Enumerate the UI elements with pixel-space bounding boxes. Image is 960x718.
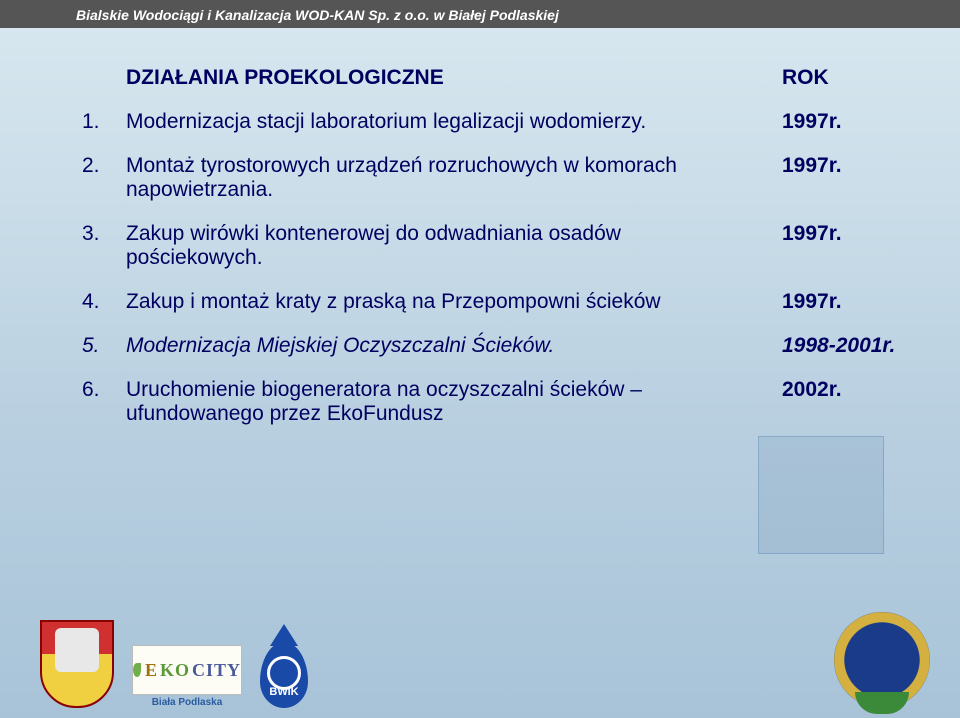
ekocity-logo-block: EKOCITY Biała Podlaska bbox=[132, 645, 242, 708]
table-header-row: DZIAŁANIA PROEKOLOGICZNE ROK bbox=[70, 56, 910, 100]
table-row: 5. Modernizacja Miejskiej Oczyszczalni Ś… bbox=[70, 324, 910, 368]
cell-num: 6. bbox=[70, 368, 114, 436]
footer-left: EKOCITY Biała Podlaska BWiK bbox=[40, 620, 308, 708]
ekocity-subtitle: Biała Podlaska bbox=[152, 697, 223, 708]
cell-year: 1997r. bbox=[770, 144, 910, 212]
header-text: Bialskie Wodociągi i Kanalizacja WOD-KAN… bbox=[76, 7, 559, 23]
coat-of-arms-icon bbox=[40, 620, 114, 708]
drop-ring-icon bbox=[267, 656, 301, 690]
cell-desc: Uruchomienie biogeneratora na oczyszczal… bbox=[114, 368, 770, 436]
content-area: DZIAŁANIA PROEKOLOGICZNE ROK 1. Moderniz… bbox=[70, 56, 910, 598]
cell-num: 2. bbox=[70, 144, 114, 212]
drop-text: BWiK bbox=[269, 686, 298, 698]
table-row: 2. Montaż tyrostorowych urządzeń rozruch… bbox=[70, 144, 910, 212]
col-desc-header: DZIAŁANIA PROEKOLOGICZNE bbox=[114, 56, 770, 100]
ekocity-letter: CITY bbox=[192, 660, 241, 681]
col-year-header: ROK bbox=[770, 56, 910, 100]
ekocity-letter: E bbox=[145, 660, 158, 681]
cert-leaves-icon bbox=[855, 692, 909, 714]
cell-desc: Modernizacja stacji laboratorium legaliz… bbox=[114, 100, 770, 144]
cell-num: 5. bbox=[70, 324, 114, 368]
actions-table: DZIAŁANIA PROEKOLOGICZNE ROK 1. Moderniz… bbox=[70, 56, 910, 436]
cell-desc: Zakup i montaż kraty z praską na Przepom… bbox=[114, 280, 770, 324]
cell-year: 1997r. bbox=[770, 100, 910, 144]
water-drop-icon: BWiK bbox=[260, 642, 308, 708]
table-row: 6. Uruchomienie biogeneratora na oczyszc… bbox=[70, 368, 910, 436]
col-num-header bbox=[70, 56, 114, 100]
certificate-badge-icon bbox=[834, 612, 930, 708]
cell-desc: Zakup wirówki kontenerowej do odwadniani… bbox=[114, 212, 770, 280]
cell-year: 1997r. bbox=[770, 212, 910, 280]
cell-num: 3. bbox=[70, 212, 114, 280]
ekocity-logo-icon: EKOCITY bbox=[132, 645, 242, 695]
cell-year: 1997r. bbox=[770, 280, 910, 324]
leaf-icon bbox=[133, 663, 141, 677]
cell-desc: Montaż tyrostorowych urządzeń rozruchowy… bbox=[114, 144, 770, 212]
highlight-overlay bbox=[758, 436, 884, 554]
cell-year: 2002r. bbox=[770, 368, 910, 436]
header-bar: Bialskie Wodociągi i Kanalizacja WOD-KAN… bbox=[0, 0, 960, 28]
footer: EKOCITY Biała Podlaska BWiK bbox=[0, 608, 960, 718]
ekocity-letter: KO bbox=[160, 660, 190, 681]
table-row: 4. Zakup i montaż kraty z praską na Prze… bbox=[70, 280, 910, 324]
cell-desc: Modernizacja Miejskiej Oczyszczalni Ście… bbox=[114, 324, 770, 368]
cell-year: 1998-2001r. bbox=[770, 324, 910, 368]
table-row: 1. Modernizacja stacji laboratorium lega… bbox=[70, 100, 910, 144]
table-row: 3. Zakup wirówki kontenerowej do odwadni… bbox=[70, 212, 910, 280]
cell-num: 4. bbox=[70, 280, 114, 324]
cell-num: 1. bbox=[70, 100, 114, 144]
